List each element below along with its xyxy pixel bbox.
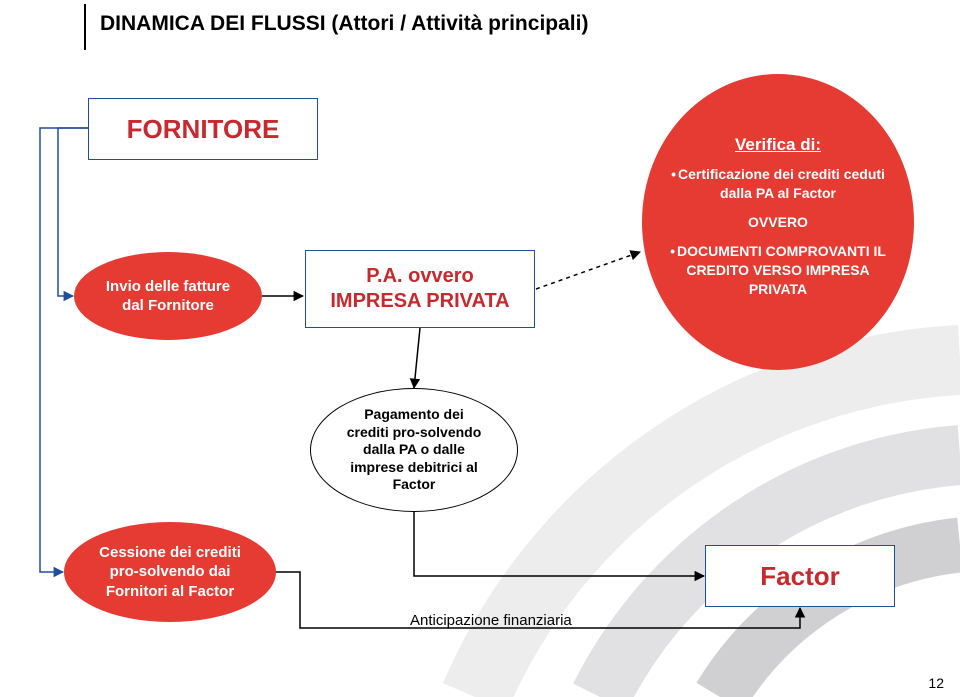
node-invio-l2: dal Fornitore (122, 296, 214, 316)
node-pa-impresa: P.A. ovvero IMPRESA PRIVATA (305, 250, 535, 328)
verify-heading: Verifica di: (735, 135, 821, 155)
node-invio-l1: Invio delle fatture (106, 277, 230, 297)
node-factor-label: Factor (760, 561, 839, 592)
node-verify: Verifica di: Certificazione dei crediti … (642, 74, 914, 370)
verify-item2: DOCUMENTI COMPROVANTI IL CREDITO VERSO I… (670, 242, 886, 299)
node-factor: Factor (705, 545, 895, 607)
node-cessione-l3: Fornitori al Factor (106, 582, 234, 602)
page-title-wrap: DINAMICA DEI FLUSSI (Attori / Attività p… (100, 12, 588, 36)
node-cessione-l2: pro-solvendo dai (110, 562, 231, 582)
node-pagamento-l3: dalla PA o dalle (363, 441, 465, 459)
node-pagamento-l1: Pagamento dei (364, 406, 464, 424)
node-invio: Invio delle fatture dal Fornitore (74, 252, 262, 340)
anticipazione-label: Anticipazione finanziaria (410, 612, 572, 629)
anticipazione-text: Anticipazione finanziaria (410, 612, 572, 629)
page-title: DINAMICA DEI FLUSSI (Attori / Attività p… (100, 12, 588, 36)
page-number: 12 (928, 675, 944, 691)
node-fornitore: FORNITORE (88, 98, 318, 160)
node-fornitore-label: FORNITORE (127, 114, 280, 145)
verify-sep: OVVERO (670, 213, 886, 232)
node-pagamento-l5: Factor (393, 476, 436, 494)
node-pagamento-l2: crediti pro-solvendo (347, 424, 482, 442)
node-pagamento-l4: imprese debitrici al (350, 459, 478, 477)
verify-item1: Certificazione dei crediti ceduti dalla … (670, 165, 886, 203)
node-pagamento: Pagamento dei crediti pro-solvendo dalla… (310, 388, 518, 512)
title-divider (84, 4, 86, 50)
node-cessione: Cessione dei crediti pro-solvendo dai Fo… (64, 522, 276, 622)
node-cessione-l1: Cessione dei crediti (99, 543, 241, 563)
node-pa-line1: P.A. ovvero (366, 264, 473, 289)
node-pa-line2: IMPRESA PRIVATA (330, 289, 509, 314)
